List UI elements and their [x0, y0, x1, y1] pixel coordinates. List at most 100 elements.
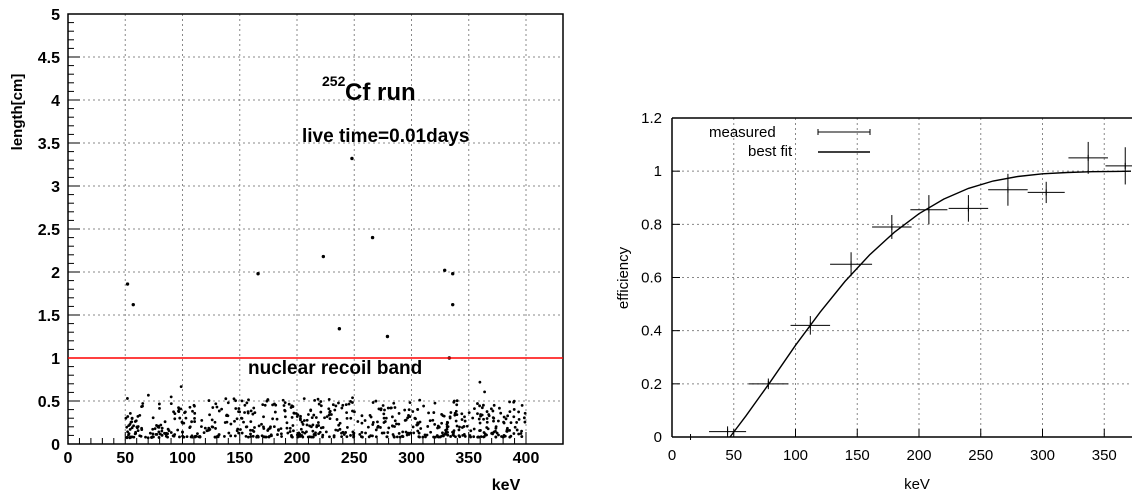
measured-point — [988, 173, 1028, 206]
scatter-point — [256, 272, 260, 276]
scatter-point — [243, 403, 247, 407]
scatter-point — [324, 430, 328, 434]
right-y-axis-label: efficiency — [615, 246, 632, 309]
scatter-point — [344, 403, 348, 407]
scatter-point — [275, 417, 279, 421]
scatter-point — [154, 432, 158, 436]
scatter-point — [295, 415, 299, 418]
scatter-point — [188, 425, 192, 429]
right-x-tick-label: 350 — [1092, 447, 1117, 464]
scatter-point — [144, 435, 147, 439]
scatter-point — [200, 425, 203, 429]
right-x-tick-label: 100 — [783, 447, 808, 464]
scatter-point — [408, 401, 412, 405]
scatter-point — [479, 435, 483, 439]
scatter-point — [416, 429, 420, 433]
scatter-point — [512, 432, 516, 435]
scatter-point — [299, 417, 302, 420]
scatter-point — [446, 425, 450, 429]
scatter-point — [317, 402, 321, 406]
right-y-tick-label: 0.6 — [641, 270, 662, 287]
scatter-point — [155, 424, 158, 427]
scatter-point — [506, 414, 510, 418]
scatter-point — [128, 411, 132, 415]
measured-point — [830, 252, 873, 277]
scatter-point — [451, 272, 455, 276]
scatter-point — [431, 418, 435, 422]
scatter-point — [158, 406, 161, 410]
scatter-point — [232, 397, 236, 401]
scatter-point — [485, 410, 489, 413]
scatter-point — [463, 435, 467, 438]
scatter-point — [492, 403, 496, 407]
measured-point — [709, 426, 747, 437]
scatter-point — [238, 410, 242, 414]
scatter-point — [361, 435, 364, 439]
scatter-point — [419, 427, 423, 430]
scatter-point — [517, 417, 521, 421]
scatter-point — [482, 435, 486, 439]
scatter-point — [515, 421, 519, 424]
scatter-point — [202, 431, 206, 435]
scatter-point — [494, 425, 498, 429]
scatter-point — [214, 427, 217, 430]
scatter-point — [141, 404, 144, 408]
scatter-point — [512, 400, 516, 404]
scatter-point — [520, 429, 524, 433]
scatter-point — [523, 420, 527, 424]
scatter-point — [263, 403, 267, 407]
length-scatter-panel: 0 50 100 150 200 250 300 350 400 0 0.5 1 1.5 2 2.5 3 3.5… — [9, 7, 564, 494]
scatter-point — [358, 432, 362, 436]
left-x-tick-label: 350 — [455, 450, 482, 467]
scatter-point — [127, 433, 130, 437]
scatter-point — [423, 433, 427, 437]
scatter-point — [157, 402, 161, 406]
scatter-point — [478, 380, 482, 384]
scatter-point — [237, 431, 241, 435]
scatter-point — [383, 408, 386, 412]
scatter-point — [257, 424, 261, 428]
scatter-point — [455, 424, 459, 428]
scatter-point — [381, 404, 385, 407]
scatter-point — [157, 436, 161, 439]
scatter-point — [173, 417, 177, 421]
scatter-point — [148, 431, 152, 435]
scatter-point — [214, 402, 218, 406]
scatter-point — [246, 435, 250, 439]
scatter-point — [390, 415, 394, 419]
scatter-point — [280, 435, 283, 438]
scatter-point — [299, 427, 303, 431]
scatter-point — [193, 411, 197, 415]
scatter-point — [281, 398, 285, 402]
scatter-point — [210, 418, 214, 422]
scatter-point — [292, 429, 295, 433]
scatter-point — [203, 426, 207, 430]
scatter-point — [449, 435, 453, 438]
scatter-point — [490, 431, 494, 435]
scatter-point — [345, 416, 349, 420]
scatter-point — [227, 431, 231, 435]
scatter-point — [319, 410, 323, 414]
left-y-tick-label: 1.5 — [38, 308, 60, 325]
scatter-point — [181, 421, 185, 425]
scatter-point — [374, 435, 378, 439]
left-x-tick-label: 300 — [398, 450, 425, 467]
right-y-tick-label: 0.2 — [641, 376, 662, 393]
scatter-point — [253, 426, 256, 429]
scatter-point — [418, 398, 422, 402]
scatter-point — [331, 403, 335, 407]
scatter-point — [240, 416, 244, 420]
right-x-tick-label: 250 — [968, 447, 993, 464]
scatter-point — [360, 421, 364, 425]
scatter-point — [350, 156, 354, 161]
right-x-tick-label: 50 — [725, 447, 742, 464]
right-y-tick-label: 0.8 — [641, 216, 662, 233]
scatter-point — [325, 415, 329, 419]
scatter-point — [492, 419, 495, 423]
scatter-point — [416, 421, 420, 425]
scatter-point — [301, 430, 304, 434]
scatter-point — [352, 435, 355, 439]
scatter-point — [130, 435, 134, 439]
scatter-point — [279, 432, 283, 436]
run-superscript: 252 — [322, 73, 346, 89]
